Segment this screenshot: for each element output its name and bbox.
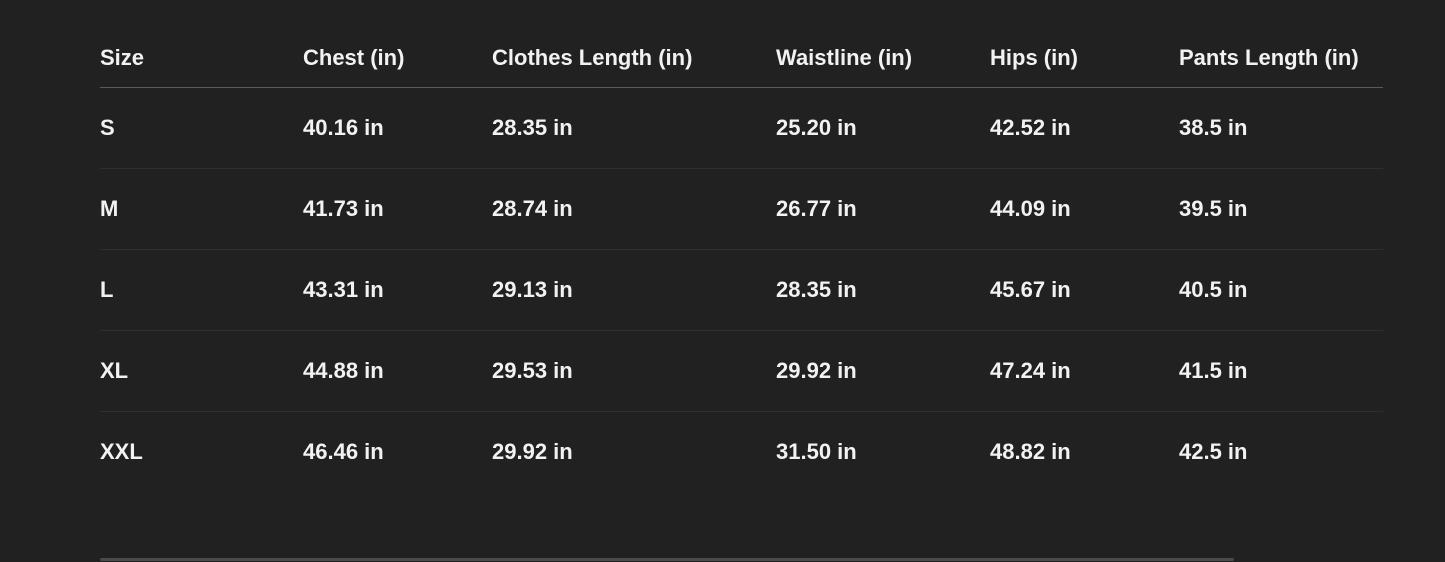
cell-clothes-length: 29.53 in <box>492 330 776 412</box>
header-size: Size <box>100 14 303 88</box>
cell-chest: 43.31 in <box>303 249 492 331</box>
size-chart-table: Size Chest (in) Clothes Length (in) Wais… <box>100 14 1383 492</box>
table-row: L 43.31 in 29.13 in 28.35 in 45.67 in 40.5 in <box>100 249 1383 331</box>
header-waistline: Waistline (in) <box>776 14 990 88</box>
cell-clothes-length: 28.74 in <box>492 168 776 250</box>
cell-pants-length: 38.5 in <box>1179 87 1383 169</box>
cell-hips: 44.09 in <box>990 168 1179 250</box>
header-pants-length: Pants Length (in) <box>1179 14 1383 88</box>
horizontal-scrollbar[interactable] <box>100 558 1234 561</box>
cell-size: XXL <box>100 439 143 464</box>
cell-clothes-length: 29.13 in <box>492 249 776 331</box>
table-row: XL 44.88 in 29.53 in 29.92 in 47.24 in 41.5 i… <box>100 330 1383 412</box>
cell-waistline: 28.35 in <box>776 249 990 331</box>
header-hips: Hips (in) <box>990 14 1179 88</box>
cell-size: XL <box>100 330 303 412</box>
cell-chest: 44.88 in <box>303 330 492 412</box>
cell-waistline: 29.92 in <box>776 330 990 412</box>
cell-waistline: 26.77 in <box>776 168 990 250</box>
cell-chest: 40.16 in <box>303 87 492 169</box>
cell-clothes-length: 29.92 in <box>492 439 573 464</box>
cell-pants-length: 39.5 in <box>1179 168 1383 250</box>
cell-hips: 48.82 in <box>990 439 1071 464</box>
cell-chest: 41.73 in <box>303 168 492 250</box>
cell-chest: 46.46 in <box>303 439 384 464</box>
header-row: Size Chest (in) Clothes Length (in) Wais… <box>100 14 1383 88</box>
cell-pants-length: 41.5 in <box>1179 330 1383 412</box>
cell-waistline: 25.20 in <box>776 87 990 169</box>
cell-pants-length: 40.5 in <box>1179 249 1383 331</box>
cell-hips: 47.24 in <box>990 330 1179 412</box>
table-row: S 40.16 in 28.35 in 25.20 in 42.52 in 38.5 in <box>100 87 1383 169</box>
cell-pants-length: 42.5 in <box>1179 439 1248 464</box>
cell-size: L <box>100 249 303 331</box>
table-row: XXL 46.46 in 29.92 in 31.50 in 48.82 in 42.5 … <box>100 412 1383 493</box>
cell-size: M <box>100 168 303 250</box>
header-chest: Chest (in) <box>303 14 492 88</box>
cell-size: S <box>100 87 303 169</box>
cell-clothes-length: 28.35 in <box>492 87 776 169</box>
cell-hips: 42.52 in <box>990 87 1179 169</box>
table-row: M 41.73 in 28.74 in 26.77 in 44.09 in 39.5 in <box>100 168 1383 250</box>
cell-hips: 45.67 in <box>990 249 1179 331</box>
cell-waistline: 31.50 in <box>776 439 857 464</box>
header-clothes-length: Clothes Length (in) <box>492 14 776 88</box>
